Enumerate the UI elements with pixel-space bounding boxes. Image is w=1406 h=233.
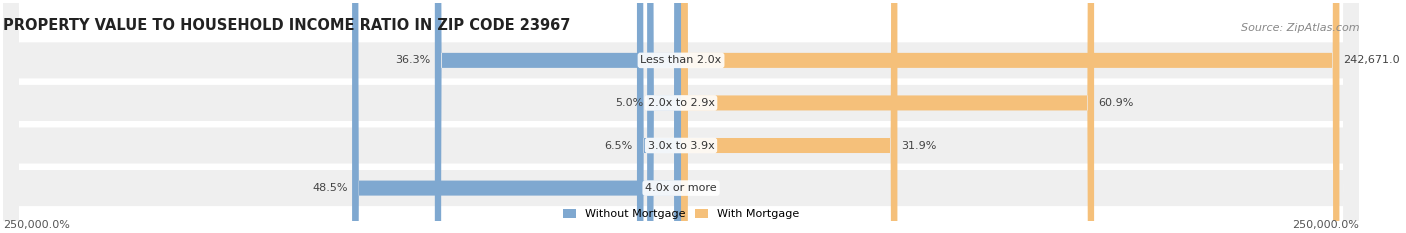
Text: Source: ZipAtlas.com: Source: ZipAtlas.com <box>1240 23 1360 33</box>
FancyBboxPatch shape <box>3 0 1360 233</box>
FancyBboxPatch shape <box>637 0 681 233</box>
FancyBboxPatch shape <box>681 0 897 233</box>
Text: 250,000.0%: 250,000.0% <box>3 220 70 230</box>
FancyBboxPatch shape <box>681 0 1094 233</box>
Text: 4.0x or more: 4.0x or more <box>645 183 717 193</box>
FancyBboxPatch shape <box>434 0 681 233</box>
Text: 31.9%: 31.9% <box>901 140 936 151</box>
Text: 3.0x to 3.9x: 3.0x to 3.9x <box>648 140 714 151</box>
FancyBboxPatch shape <box>3 0 1360 233</box>
Text: 250,000.0%: 250,000.0% <box>1292 220 1360 230</box>
Text: 36.3%: 36.3% <box>395 55 430 65</box>
Text: 2.0x to 2.9x: 2.0x to 2.9x <box>648 98 714 108</box>
FancyBboxPatch shape <box>352 0 681 233</box>
Text: PROPERTY VALUE TO HOUSEHOLD INCOME RATIO IN ZIP CODE 23967: PROPERTY VALUE TO HOUSEHOLD INCOME RATIO… <box>3 18 571 33</box>
FancyBboxPatch shape <box>3 0 1360 233</box>
FancyBboxPatch shape <box>647 0 681 233</box>
Text: 242,671.0: 242,671.0 <box>1344 55 1400 65</box>
Text: 60.9%: 60.9% <box>1098 98 1133 108</box>
Legend: Without Mortgage, With Mortgage: Without Mortgage, With Mortgage <box>562 209 799 219</box>
Text: 5.0%: 5.0% <box>614 98 643 108</box>
Text: Less than 2.0x: Less than 2.0x <box>640 55 721 65</box>
FancyBboxPatch shape <box>681 0 1340 233</box>
FancyBboxPatch shape <box>3 0 1360 233</box>
Text: 48.5%: 48.5% <box>312 183 349 193</box>
Text: 6.5%: 6.5% <box>605 140 633 151</box>
